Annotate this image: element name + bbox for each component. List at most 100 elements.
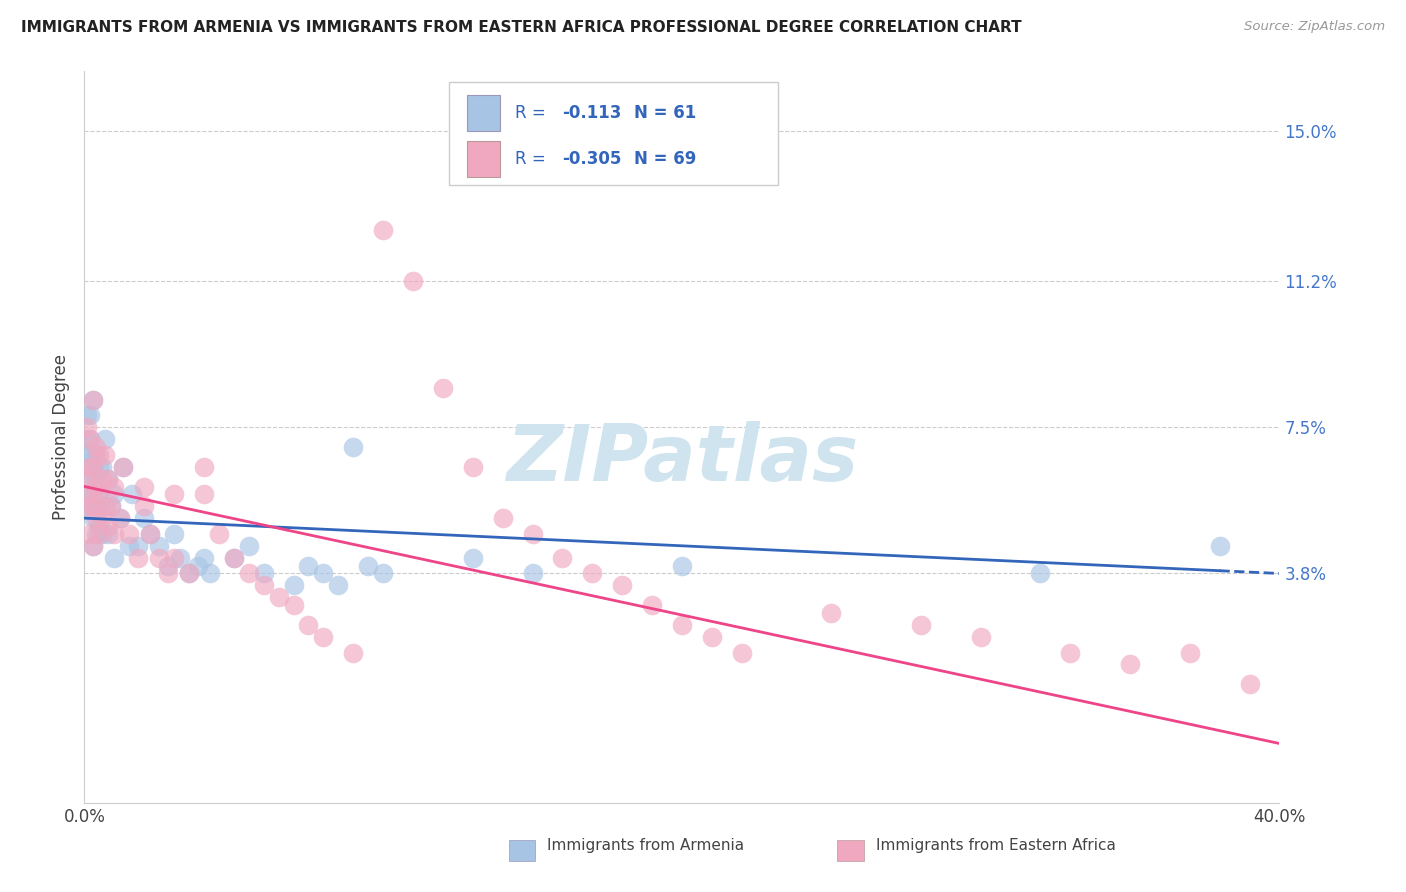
Point — [820, 606, 842, 620]
Point — [177, 566, 200, 581]
Point — [297, 618, 319, 632]
Point — [82, 487, 104, 501]
Point — [1178, 646, 1201, 660]
Point — [169, 550, 191, 565]
Point — [193, 459, 215, 474]
Text: N = 69: N = 69 — [634, 150, 696, 168]
Point — [89, 527, 111, 541]
Point — [970, 630, 993, 644]
Point — [118, 527, 141, 541]
Point — [89, 487, 111, 501]
Point — [283, 598, 305, 612]
Point — [82, 392, 104, 407]
Point — [1209, 539, 1232, 553]
Point — [86, 527, 108, 541]
Point — [127, 539, 149, 553]
Point — [82, 392, 104, 407]
Point — [177, 566, 200, 581]
Point — [86, 479, 108, 493]
Point — [76, 487, 98, 501]
Point — [110, 511, 132, 525]
Point — [79, 432, 101, 446]
Point — [86, 500, 108, 514]
Point — [522, 527, 544, 541]
Point — [357, 558, 380, 573]
Point — [76, 500, 98, 514]
Point — [132, 479, 156, 493]
Text: Immigrants from Eastern Africa: Immigrants from Eastern Africa — [876, 838, 1115, 853]
Point — [79, 409, 101, 423]
Point — [82, 459, 104, 474]
Point — [91, 511, 114, 525]
Point — [79, 500, 101, 514]
Point — [432, 381, 454, 395]
Point — [76, 448, 98, 462]
Point — [1059, 646, 1081, 660]
Point — [139, 527, 162, 541]
Point — [76, 409, 98, 423]
Point — [91, 472, 114, 486]
Point — [82, 459, 104, 474]
Point — [581, 566, 603, 581]
Point — [79, 459, 101, 474]
Point — [139, 527, 162, 541]
Bar — [509, 840, 534, 861]
Text: R =: R = — [515, 104, 551, 122]
Point — [100, 500, 122, 514]
Point — [82, 539, 104, 553]
Point — [86, 472, 108, 486]
Point — [86, 511, 108, 525]
Point — [551, 550, 574, 565]
Text: Source: ZipAtlas.com: Source: ZipAtlas.com — [1244, 20, 1385, 33]
Point — [208, 527, 231, 541]
Point — [79, 472, 101, 486]
Point — [222, 550, 245, 565]
Point — [671, 618, 693, 632]
Point — [89, 448, 111, 462]
Point — [97, 472, 120, 486]
Point — [283, 578, 305, 592]
Point — [312, 630, 335, 644]
Point — [110, 511, 132, 525]
Point — [163, 550, 186, 565]
Text: R =: R = — [515, 150, 551, 168]
Point — [97, 519, 120, 533]
Point — [187, 558, 209, 573]
Point — [82, 511, 104, 525]
Point — [492, 511, 515, 525]
Point — [94, 500, 117, 514]
Point — [82, 539, 104, 553]
Point — [910, 618, 932, 632]
Point — [198, 566, 221, 581]
Point — [94, 432, 117, 446]
Point — [163, 527, 186, 541]
Point — [91, 527, 114, 541]
Point — [461, 459, 484, 474]
Point — [238, 539, 260, 553]
FancyBboxPatch shape — [449, 82, 778, 185]
Point — [157, 558, 180, 573]
Text: Immigrants from Armenia: Immigrants from Armenia — [547, 838, 744, 853]
Bar — [838, 840, 863, 861]
Point — [148, 550, 170, 565]
Text: -0.113: -0.113 — [562, 104, 621, 122]
Point — [157, 566, 180, 581]
Text: ZIPatlas: ZIPatlas — [506, 421, 858, 497]
Point — [76, 472, 98, 486]
Point — [238, 566, 260, 581]
Point — [91, 459, 114, 474]
Point — [118, 539, 141, 553]
Point — [132, 500, 156, 514]
Point — [1029, 566, 1052, 581]
Point — [79, 487, 101, 501]
Point — [76, 420, 98, 434]
Point — [253, 566, 276, 581]
Point — [612, 578, 634, 592]
Point — [127, 550, 149, 565]
Point — [461, 550, 484, 565]
Point — [79, 432, 101, 446]
Y-axis label: Professional Degree: Professional Degree — [52, 354, 70, 520]
Point — [79, 527, 101, 541]
Point — [342, 646, 364, 660]
Point — [89, 459, 111, 474]
